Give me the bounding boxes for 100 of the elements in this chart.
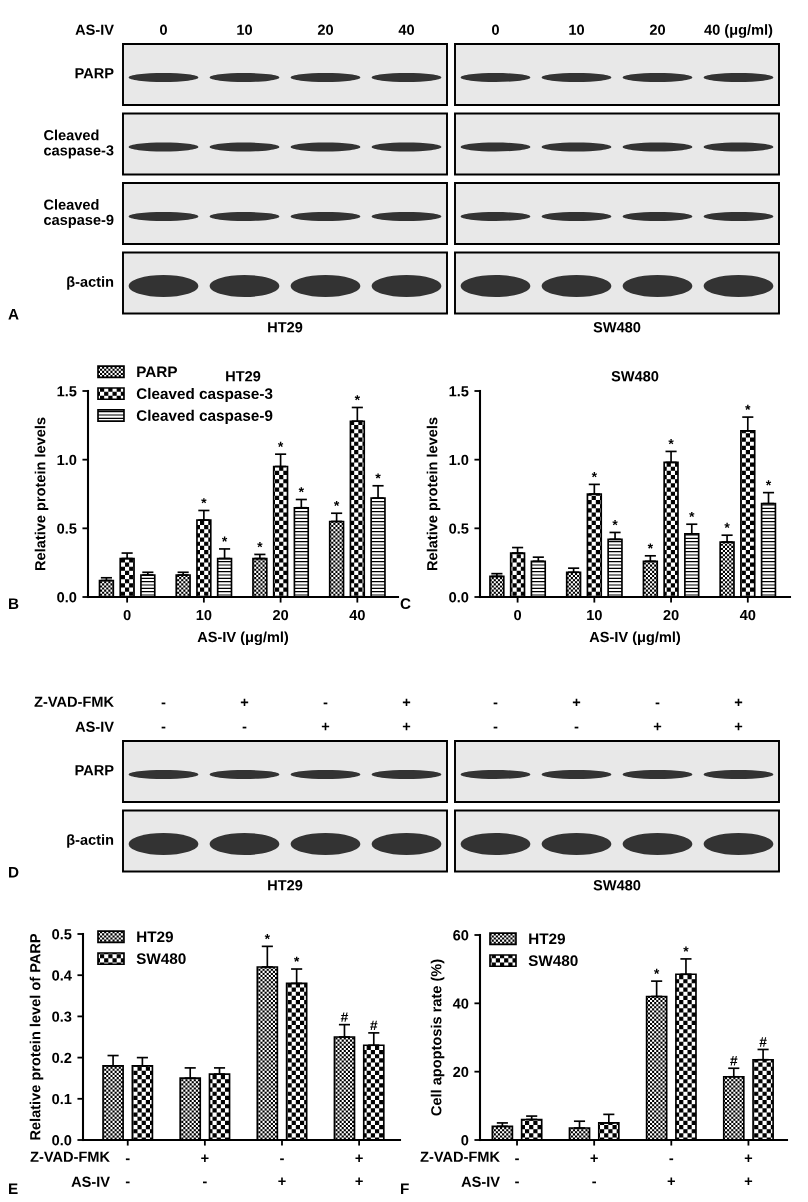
category-label: + - [572, 698, 581, 729]
text: HT29 [268, 322, 303, 333]
text: Z-VAD-FMK [420, 1151, 500, 1162]
text: AS-IV [75, 721, 114, 732]
y-axis-title: Relative protein level of PARP [29, 933, 44, 1140]
x-tick-label: 0 [514, 609, 522, 621]
category-label: PARP [75, 765, 114, 776]
data-label: # [340, 1012, 349, 1022]
category-label: 10 [569, 24, 585, 35]
x-tick-label: 20 [663, 609, 679, 621]
y-tick-label: 0.4 [52, 970, 72, 981]
y-tick-label: 60 [453, 930, 469, 941]
category-label: β-actin [67, 276, 114, 290]
x-tick-label: 10 [587, 609, 602, 621]
x-axis-title: AS-IV (μg/ml) [197, 631, 289, 646]
data-label: * [201, 498, 207, 504]
category-label: + + [734, 698, 743, 731]
text: D [9, 866, 19, 878]
category-label: + - [240, 698, 249, 729]
y-tick-label: 0.2 [52, 1052, 72, 1064]
category-label: β-actin [67, 834, 114, 848]
category-label: Cleaved caspase-3 [44, 129, 114, 159]
text: B [9, 598, 19, 609]
category-label: - - [515, 1158, 519, 1184]
category-label: Cleaved caspase-9 [44, 199, 114, 228]
data-label: * [264, 934, 271, 940]
x-tick-label: 40 [349, 609, 365, 621]
text: Z-VAD-FMK [34, 696, 114, 707]
y-tick-label: 1.0 [449, 454, 469, 466]
legend-label: SW480 [136, 953, 186, 965]
data-label: * [765, 480, 772, 486]
x-tick-label: 0 [123, 609, 131, 621]
category-label: + - [590, 1154, 598, 1184]
legend-label: HT29 [529, 933, 565, 945]
category-label: - + [653, 702, 662, 731]
category-label: - - [161, 702, 166, 729]
legend-label: HT29 [137, 931, 173, 943]
text: F [401, 1183, 409, 1194]
y-tick-label: 0.3 [52, 1011, 72, 1022]
data-label: * [333, 500, 340, 507]
text: AS-IV [71, 1176, 110, 1187]
category-label: + - [201, 1154, 209, 1184]
data-label: * [591, 472, 598, 478]
data-label: * [647, 543, 654, 549]
y-tick-label: 20 [453, 1066, 469, 1078]
data-label: * [745, 404, 751, 410]
category-label: - + [321, 702, 330, 731]
category-label: 40 (μg/ml) [704, 24, 773, 38]
chart-title: SW480 [611, 371, 659, 382]
y-tick-label: 0.0 [449, 592, 469, 603]
data-label: * [221, 536, 228, 542]
text: AS-IV [461, 1176, 500, 1187]
x-tick-label: - + [667, 1158, 675, 1186]
y-tick-label: 0.0 [57, 592, 77, 603]
x-axis-title: AS-IV (μg/ml) [589, 631, 681, 646]
legend-label: Cleaved caspase-9 [136, 409, 273, 424]
y-tick-label: 0 [461, 1135, 469, 1146]
x-tick-label: 40 [739, 609, 756, 621]
text: SW480 [593, 880, 641, 891]
x-tick-label: + + [355, 1154, 363, 1186]
category-label: - - [125, 1158, 130, 1184]
category-label: - - [493, 702, 498, 729]
data-label: * [375, 473, 381, 479]
legend-label: SW480 [528, 955, 578, 967]
y-axis-title: Relative protein levels [34, 417, 49, 571]
category-label: 0 [492, 24, 499, 35]
x-tick-label: + + [744, 1154, 753, 1186]
y-tick-label: 0.1 [52, 1093, 72, 1105]
text: Z-VAD-FMK [30, 1151, 110, 1162]
legend-label: Cleaved caspase-3 [136, 387, 273, 403]
y-tick-label: 40 [452, 998, 469, 1009]
data-label: # [759, 1037, 767, 1047]
y-tick-label: 1.5 [57, 386, 77, 397]
x-tick-label: 10 [196, 609, 212, 621]
text: SW480 [593, 322, 641, 333]
data-label: * [298, 487, 304, 493]
text: HT29 [268, 880, 303, 891]
data-label: * [612, 520, 618, 526]
text: AS-IV [75, 24, 114, 35]
category-label: PARP [75, 68, 114, 79]
data-label: * [277, 441, 284, 448]
data-label: * [354, 395, 361, 401]
data-label: * [653, 968, 660, 974]
text: C [400, 598, 411, 610]
y-tick-label: 1.0 [57, 454, 77, 466]
data-label: # [730, 1056, 738, 1066]
category-label: 20 [649, 24, 666, 35]
y-tick-label: 0.5 [57, 523, 77, 534]
data-label: * [257, 542, 263, 548]
text: A [8, 308, 19, 320]
y-tick-label: 0.5 [449, 523, 469, 534]
chart-title: HT29 [226, 371, 261, 382]
category-label: 0 [160, 24, 167, 35]
data-label: # [370, 1020, 378, 1031]
category-label: 20 [317, 24, 334, 35]
data-label: * [293, 956, 300, 962]
x-tick-label: 20 [273, 609, 289, 621]
data-label: * [668, 439, 674, 445]
y-tick-label: 0.0 [52, 1135, 72, 1146]
data-label: * [689, 511, 695, 518]
